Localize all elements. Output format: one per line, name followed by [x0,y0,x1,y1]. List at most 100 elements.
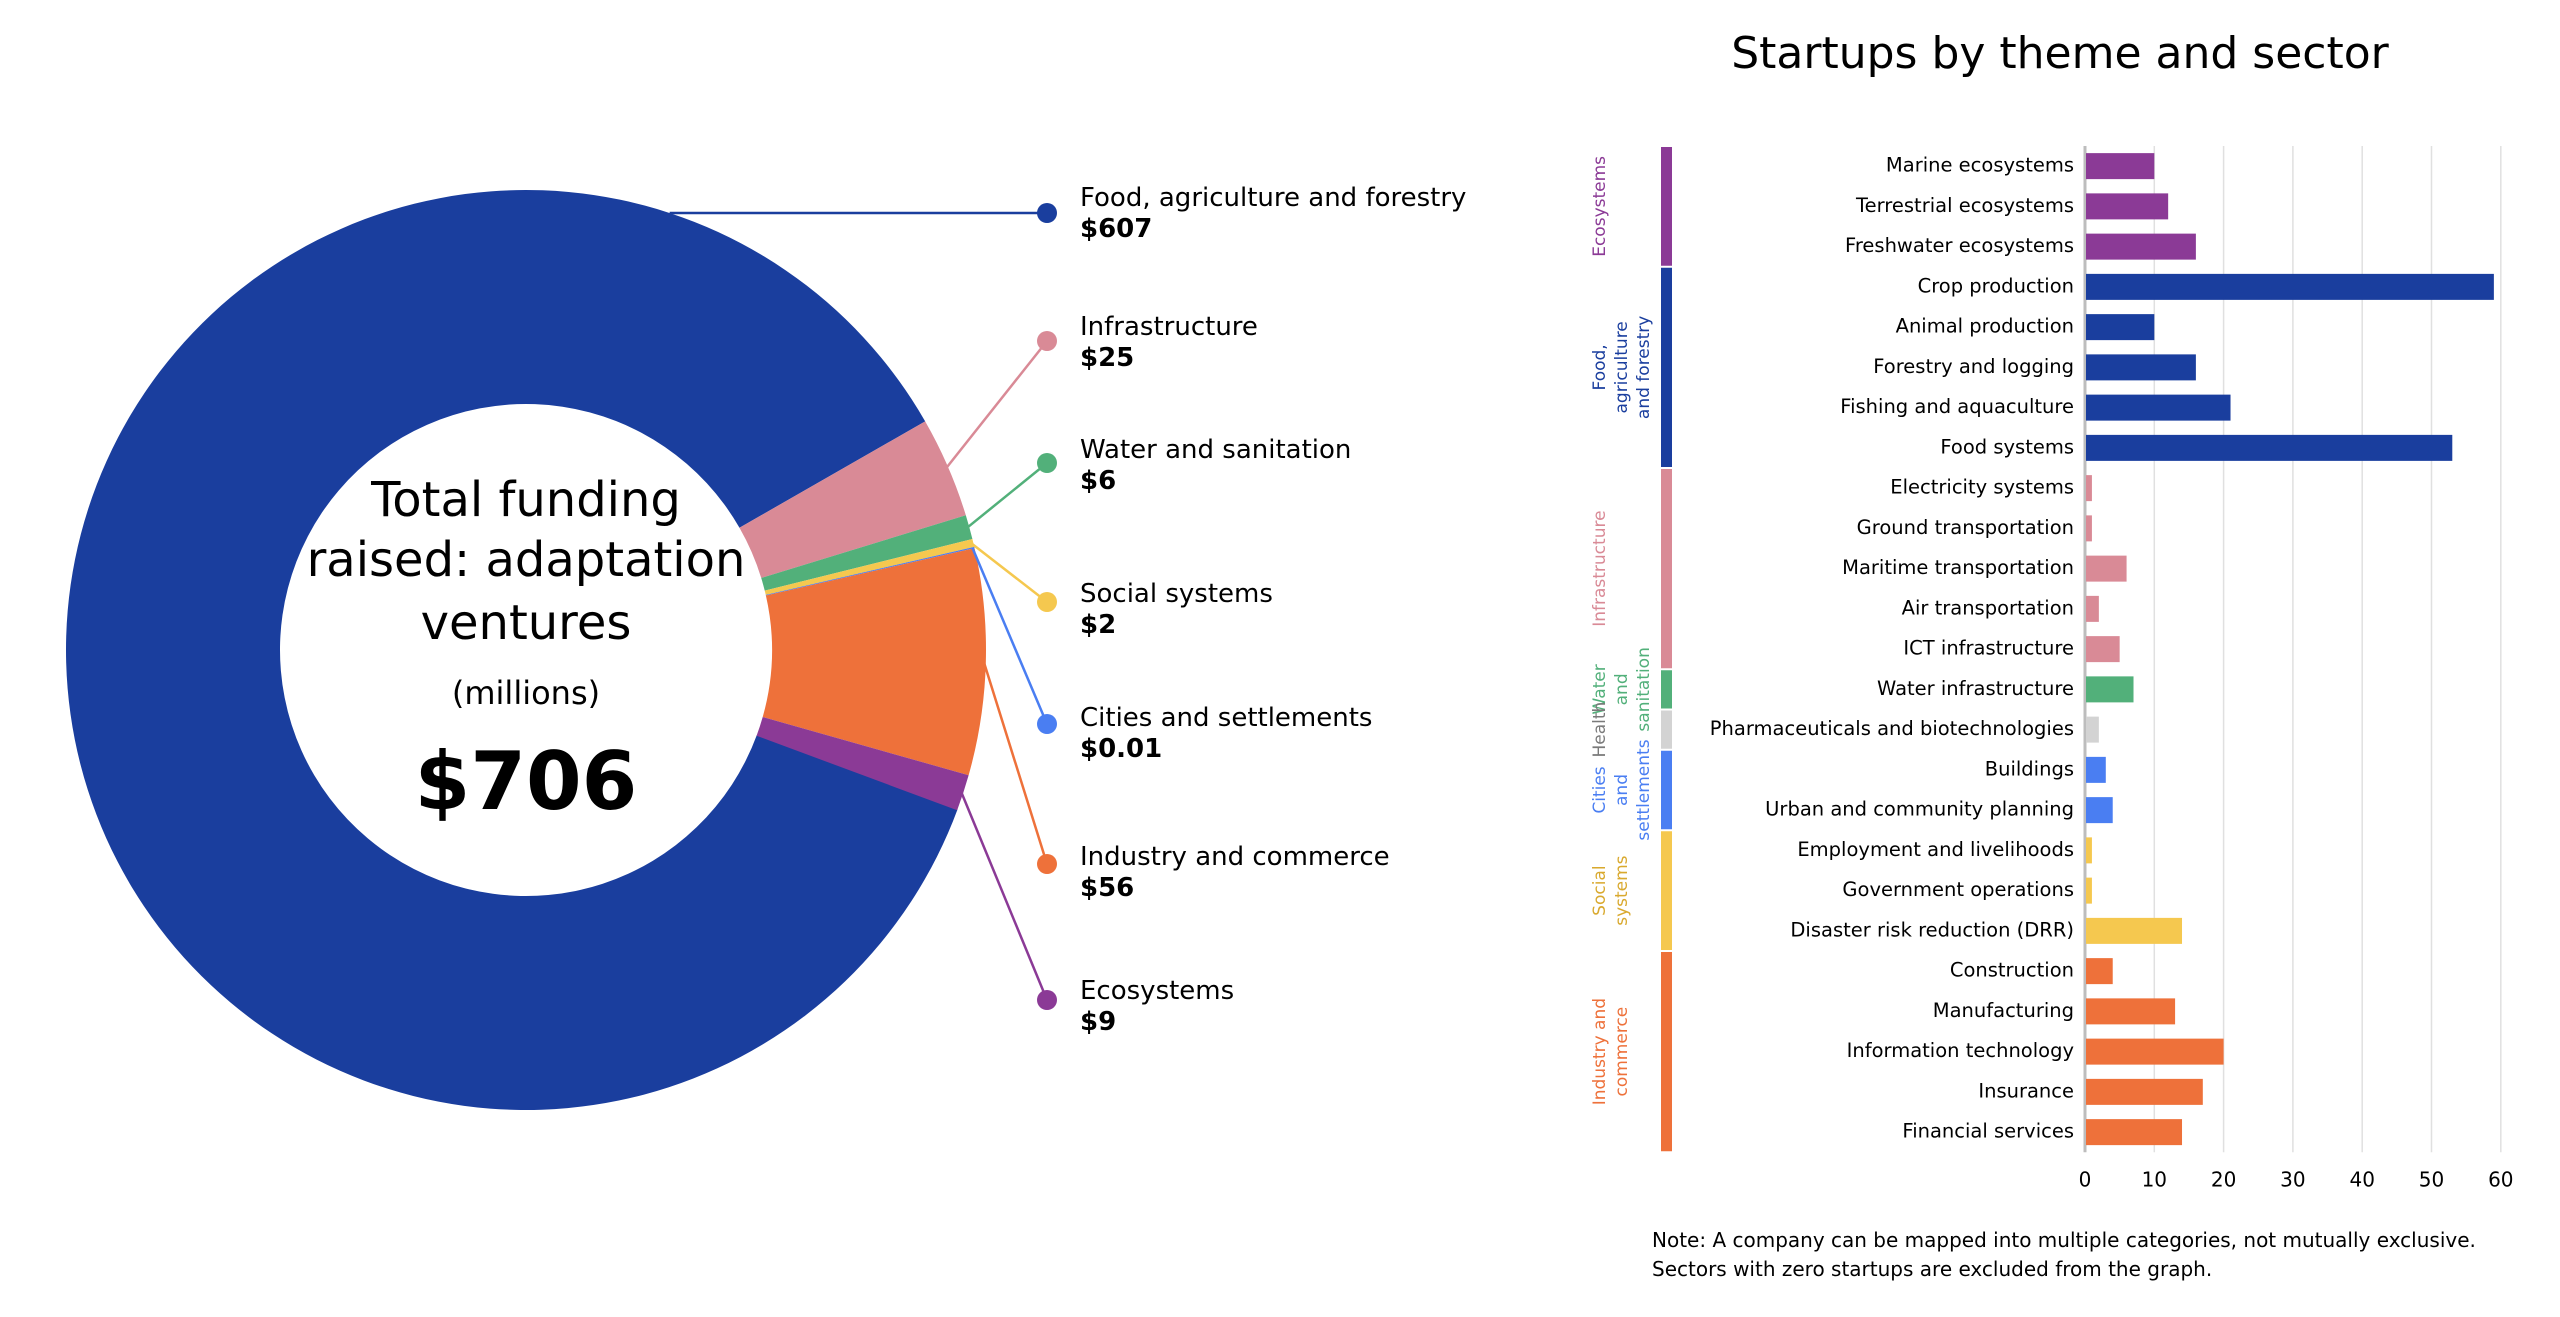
donut-leader-lines [669,203,1057,1010]
x-tick-label: 30 [2280,1168,2305,1192]
bar-rows: Marine ecosystems Terrestrial ecosystems F… [1710,153,2494,1146]
legend-name: Water and sanitation [1080,435,1352,465]
bar [2086,555,2127,582]
bar-category-label: Terrestrial ecosystems [1855,194,2074,217]
note-line-2: Sectors with zero startups are excluded … [1652,1257,2213,1281]
group-label-line: and forestry [1634,316,1654,419]
donut-center-unit: (millions) [451,674,601,712]
bar-category-label: Buildings [1985,757,2074,780]
group-label-water-and-sanitation: Water and sanitation [1590,647,1654,731]
bar-gridlines [2083,146,2502,1153]
bar-group-indicators: Ecosystems Food, agriculture and forestry In… [1590,147,1672,1152]
group-bar-ecosystems [1661,147,1672,266]
bar-category-label: Water infrastructure [1877,677,2074,700]
group-bar-cities-and-settlements [1661,750,1672,830]
group-label-line: commerce [1612,1007,1632,1097]
group-label-line: Social [1590,865,1610,915]
group-label-line: Infrastructure [1590,510,1610,626]
group-label-line: and [1612,774,1632,806]
legend-name: Industry and commerce [1080,842,1390,872]
bar [2086,998,2176,1025]
group-label-cities-and-settlements: Cities and settlements [1590,739,1654,840]
group-label-ecosystems: Ecosystems [1590,156,1610,257]
donut-center-title-line-3: ventures [420,595,632,651]
bar [2086,917,2183,944]
legend-name: Infrastructure [1080,312,1258,342]
bar [2086,958,2113,985]
x-tick-label: 0 [2079,1168,2092,1192]
bar [2086,193,2169,220]
donut-slices [65,190,987,1111]
group-label-line: Ecosystems [1590,156,1610,257]
bar [2086,273,2494,300]
leader-line [982,661,1049,865]
bar-category-label: Electricity systems [1890,476,2074,499]
bar-category-label: Freshwater ecosystems [1845,234,2074,257]
x-tick-label: 20 [2211,1168,2236,1192]
bar-category-label: Construction [1950,959,2074,982]
bar-category-label: Ground transportation [1857,516,2074,539]
donut-slice-cities-and-settlements [765,546,975,596]
donut-center-title-line-2: raised: adaptation [306,532,746,588]
legend-item-food: Food, agriculture and forestry $607 [1080,182,1466,244]
bar-category-label: Manufacturing [1933,999,2074,1022]
bar-category-label: Air transportation [1902,596,2074,619]
bar-category-label: Information technology [1847,1039,2074,1062]
bar [2086,636,2120,663]
bar [2086,797,2113,824]
group-label-health: Health [1590,702,1610,758]
legend-dot [1037,854,1057,874]
bar-category-label: Urban and community planning [1765,798,2074,821]
bar-category-label: Fishing and aquaculture [1840,395,2074,418]
x-tick-label: 50 [2419,1168,2444,1192]
legend-value: $56 [1080,873,1135,903]
bar [2086,1078,2203,1105]
bar [2086,676,2134,703]
legend-name: Cities and settlements [1080,703,1373,733]
group-label-social-systems: Social systems [1590,855,1632,925]
bar-category-label: Financial services [1902,1120,2074,1143]
bar [2086,716,2099,743]
group-label-line: settlements [1634,739,1654,840]
leader-line [945,340,1048,469]
group-bar-food-agriculture-and-forestry [1661,267,1672,467]
group-label-industry-and-commerce: Industry and commerce [1590,998,1632,1105]
bar-category-label: Insurance [1978,1079,2074,1102]
donut-slice-industry-and-commerce [762,548,987,776]
bar-x-ticks: 0 10 20 30 40 50 60 [2079,1168,2514,1192]
legend-name: Social systems [1080,579,1273,609]
bar-category-label: Crop production [1918,274,2074,297]
leader-line [971,547,1049,725]
x-tick-label: 60 [2488,1168,2513,1192]
bar [2086,475,2092,502]
bar [2086,515,2092,542]
legend-dot [1037,203,1057,223]
bar [2086,595,2099,622]
legend-name: Food, agriculture and forestry [1080,183,1467,213]
bar [2086,434,2453,461]
bar [2086,1119,2183,1146]
donut-slice-water-and-sanitation [761,515,973,591]
group-bar-industry-and-commerce [1661,952,1672,1152]
group-label-line: Industry and [1590,998,1610,1105]
group-bar-social-systems [1661,831,1672,950]
legend-dot [1037,592,1057,612]
legend-dot [1037,331,1057,351]
legend-item-cities: Cities and settlements $0.01 [1080,702,1372,764]
donut-center-total: $706 [414,735,638,828]
legend-item-ecosystems: Ecosystems $9 [1080,975,1234,1037]
group-bar-health [1661,710,1672,749]
group-label-line: agriculture [1612,321,1632,413]
note-line-1: Note: A company can be mapped into multi… [1652,1228,2476,1252]
leader-line [960,791,1049,1001]
bar [2086,756,2106,783]
leader-line [966,462,1048,529]
bar-category-label: Disaster risk reduction (DRR) [1790,918,2074,941]
bar-category-label: Employment and livelihoods [1797,838,2074,861]
bar [2086,354,2196,381]
group-label-line: Cities [1590,766,1610,813]
legend-item-social: Social systems $2 [1080,578,1273,640]
legend-dot [1037,990,1057,1010]
bar-category-label: ICT infrastructure [1903,637,2074,660]
